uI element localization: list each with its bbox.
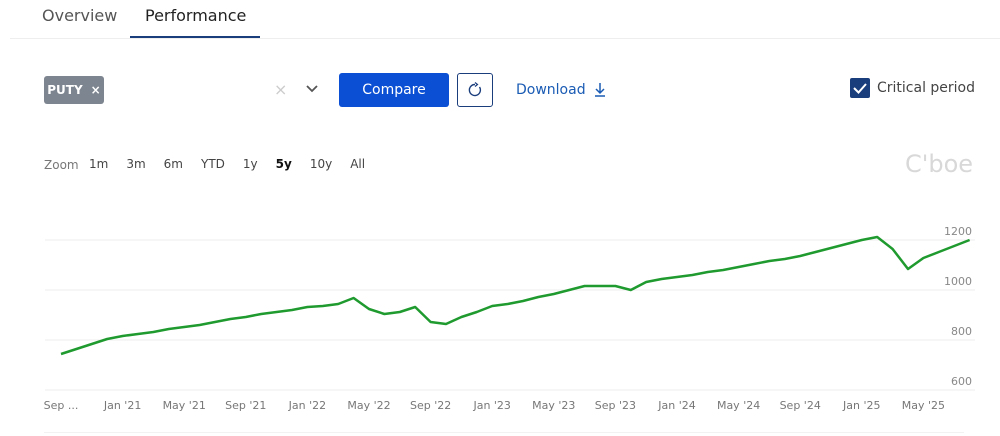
zoom-option[interactable]: 6m [163,157,183,171]
zoom-options: 1m 3m 6m YTD 1y 5y 10y All [80,157,374,171]
clear-button[interactable]: × [274,80,288,99]
watermark: C'boe [905,150,974,178]
x-tick-label: Jan '23 [472,399,510,412]
zoom-option[interactable]: All [350,157,366,171]
x-tick-label: Sep '24 [780,399,821,412]
compare-button[interactable]: Compare [339,73,449,107]
critical-label: Critical period [877,80,976,96]
y-tick-label: 800 [951,325,972,338]
chip-remove[interactable]: × [90,83,101,97]
x-tick-label: May '24 [717,399,760,412]
tab-divider [10,38,1000,39]
zoom-option[interactable]: 1y [242,157,258,171]
x-tick-label: Sep ... [44,399,79,412]
zoom-option[interactable]: 5y [275,157,292,171]
download-link[interactable]: Download [516,82,586,98]
x-tick-label: Jan '25 [842,399,880,412]
x-tick-label: Jan '22 [288,399,326,412]
reset-icon [468,82,482,97]
critical-checkbox[interactable] [850,78,870,98]
x-tick-label: May '25 [902,399,945,412]
x-tick-label: Sep '22 [410,399,451,412]
y-tick-label: 1000 [944,275,972,288]
tab-overview[interactable]: Overview [42,6,118,25]
zoom-option[interactable]: 1m [89,157,109,171]
series-line [60,235,971,356]
download-icon[interactable] [593,82,607,98]
chip-label: PUTY [47,83,83,97]
symbol-chip[interactable]: PUTY × [44,76,104,104]
x-tick-label: Jan '24 [657,399,695,412]
zoom-option[interactable]: 3m [126,157,146,171]
tab-performance[interactable]: Performance [145,6,247,25]
zoom-option[interactable]: 10y [309,157,333,171]
footer-divider [44,432,964,433]
zoom-option[interactable]: YTD [200,157,225,171]
zoom-label: Zoom [44,158,79,172]
reset-button[interactable] [457,73,493,107]
x-tick-label: May '23 [532,399,575,412]
y-tick-label: 600 [951,375,972,388]
x-tick-label: May '21 [163,399,206,412]
x-tick-label: May '22 [347,399,390,412]
x-tick-label: Jan '21 [103,399,141,412]
dropdown-chevron[interactable] [305,84,319,94]
y-tick-label: 1200 [944,225,972,238]
x-tick-label: Sep '23 [595,399,636,412]
tab-underline [130,36,260,38]
x-tick-label: Sep '21 [225,399,266,412]
